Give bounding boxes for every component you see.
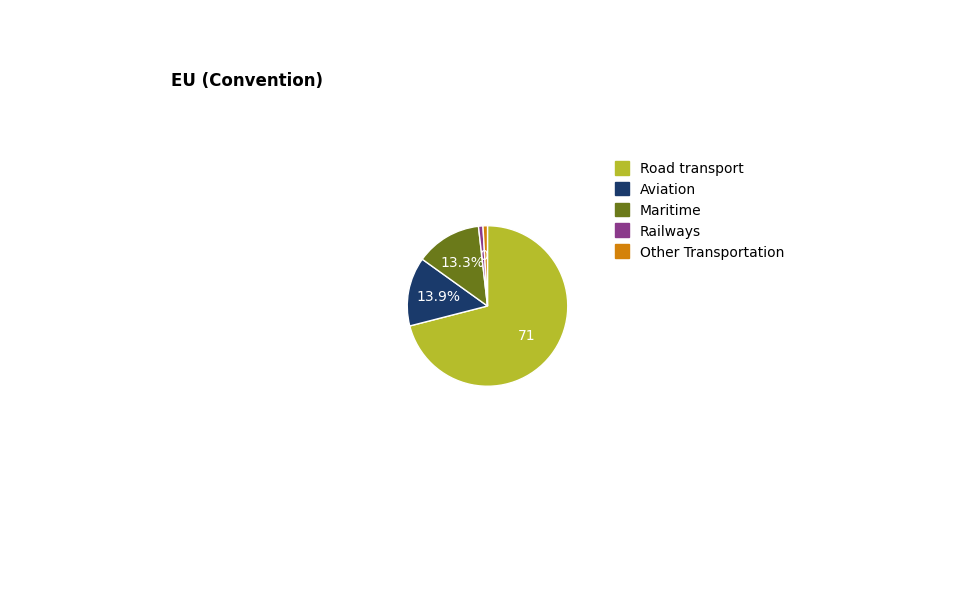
Legend: Road transport, Aviation, Maritime, Railways, Other Transportation: Road transport, Aviation, Maritime, Rail… — [610, 158, 789, 264]
Wedge shape — [410, 226, 567, 386]
Text: EU (Convention): EU (Convention) — [171, 72, 323, 90]
Text: 71: 71 — [518, 329, 535, 343]
Wedge shape — [422, 226, 488, 306]
Text: 13.3%: 13.3% — [441, 256, 485, 270]
Wedge shape — [408, 259, 488, 326]
Text: 13.9%: 13.9% — [416, 290, 460, 304]
Text: 0: 0 — [479, 250, 488, 263]
Wedge shape — [483, 226, 488, 306]
Wedge shape — [479, 226, 488, 306]
